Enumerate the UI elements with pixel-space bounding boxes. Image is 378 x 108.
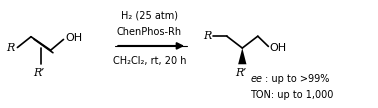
Text: R: R (203, 31, 211, 41)
Text: : up to >99%: : up to >99% (265, 74, 330, 84)
Text: R’: R’ (235, 68, 247, 78)
Text: H₂ (25 atm): H₂ (25 atm) (121, 11, 178, 21)
Text: TON: up to 1,000: TON: up to 1,000 (250, 90, 334, 99)
Text: ChenPhos-Rh: ChenPhos-Rh (117, 27, 182, 37)
Text: R: R (6, 43, 15, 52)
Text: CH₂Cl₂, rt, 20 h: CH₂Cl₂, rt, 20 h (113, 56, 186, 66)
Text: ee: ee (250, 74, 262, 84)
Text: OH: OH (65, 33, 82, 43)
Text: OH: OH (270, 43, 287, 52)
Polygon shape (238, 48, 246, 64)
Text: R’: R’ (33, 68, 45, 78)
